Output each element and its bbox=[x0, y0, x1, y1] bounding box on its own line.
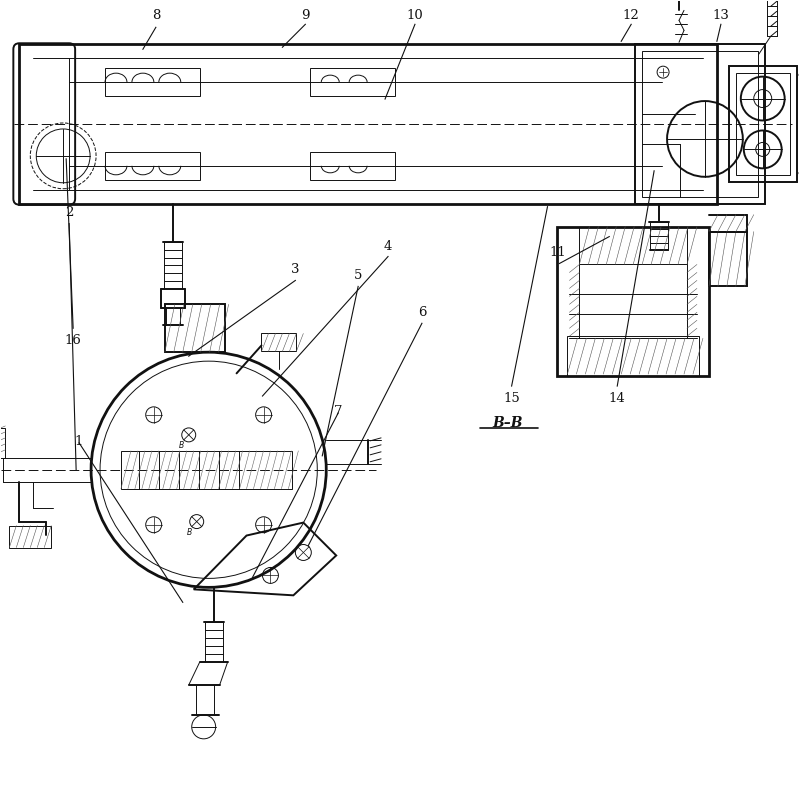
Bar bbox=[558, 226, 709, 376]
Text: 4: 4 bbox=[384, 239, 392, 253]
Text: 14: 14 bbox=[609, 392, 626, 405]
Bar bbox=[736, 74, 790, 175]
Bar bbox=[567, 336, 699, 376]
Text: 13: 13 bbox=[713, 10, 730, 23]
Bar bbox=[121, 451, 292, 489]
Text: 1: 1 bbox=[75, 435, 83, 448]
Text: 10: 10 bbox=[406, 10, 423, 23]
Bar bbox=[579, 226, 687, 264]
Text: 12: 12 bbox=[623, 10, 639, 23]
Text: В–В: В–В bbox=[492, 416, 523, 430]
Text: 8̄: 8̄ bbox=[152, 10, 160, 23]
Bar bbox=[105, 68, 200, 96]
Text: 16: 16 bbox=[65, 335, 82, 347]
Bar bbox=[19, 44, 717, 204]
Bar bbox=[0, 428, 6, 458]
Text: 7: 7 bbox=[334, 405, 342, 418]
Bar bbox=[635, 44, 765, 204]
Text: 2: 2 bbox=[65, 206, 74, 219]
Text: 5: 5 bbox=[354, 269, 362, 283]
Bar bbox=[729, 66, 797, 182]
Bar bbox=[262, 334, 296, 351]
Bar bbox=[105, 152, 200, 180]
Bar bbox=[165, 305, 225, 352]
Text: 15: 15 bbox=[503, 392, 520, 405]
Bar bbox=[310, 68, 395, 96]
Bar bbox=[709, 232, 746, 286]
Text: 11: 11 bbox=[549, 246, 566, 259]
Text: 9: 9 bbox=[301, 10, 310, 23]
Text: 3: 3 bbox=[291, 263, 300, 276]
Text: 6: 6 bbox=[418, 306, 426, 319]
Bar bbox=[310, 152, 395, 180]
Text: В: В bbox=[186, 528, 192, 537]
Bar bbox=[642, 51, 758, 196]
Text: В: В bbox=[178, 441, 184, 450]
Bar bbox=[10, 525, 51, 548]
